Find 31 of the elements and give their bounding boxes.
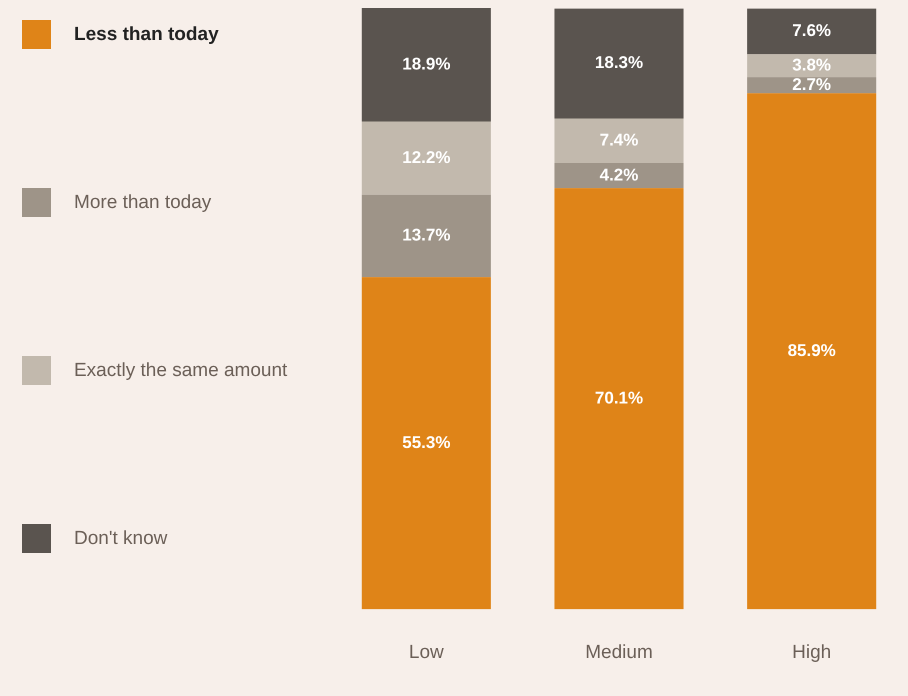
data-label: 18.3%: [594, 53, 644, 72]
data-label: 12.2%: [402, 148, 450, 167]
data-label: 13.7%: [402, 226, 450, 245]
data-label: 7.6%: [792, 21, 832, 40]
data-label: 4.2%: [600, 165, 638, 184]
bar: [747, 77, 876, 94]
bar: [362, 122, 491, 195]
bar: [362, 194, 491, 278]
bar: [362, 277, 491, 610]
bar: [554, 8, 684, 119]
bar: [362, 8, 491, 122]
data-label: 3.8%: [792, 55, 832, 74]
bar: [747, 8, 876, 54]
data-label: 18.9%: [402, 54, 450, 74]
legend-label: More than today: [74, 192, 212, 214]
data-label: 55.3%: [402, 432, 450, 452]
bar: [554, 118, 684, 163]
bar: [554, 162, 684, 188]
legend-label: Don't know: [74, 528, 168, 550]
x-tick-label: High: [792, 642, 832, 663]
bar: [554, 188, 684, 610]
legend-label: Exactly the same amount: [74, 360, 288, 382]
legend-label: Less than today: [74, 24, 219, 46]
x-tick-label: Medium: [585, 642, 653, 663]
x-tick-label: Low: [408, 642, 444, 663]
data-label: 85.9%: [788, 340, 836, 360]
bar: [747, 93, 876, 610]
data-label: 70.1%: [594, 388, 644, 408]
data-label: 7.4%: [600, 130, 638, 150]
data-label: 2.7%: [792, 74, 832, 94]
bar: [747, 54, 876, 78]
